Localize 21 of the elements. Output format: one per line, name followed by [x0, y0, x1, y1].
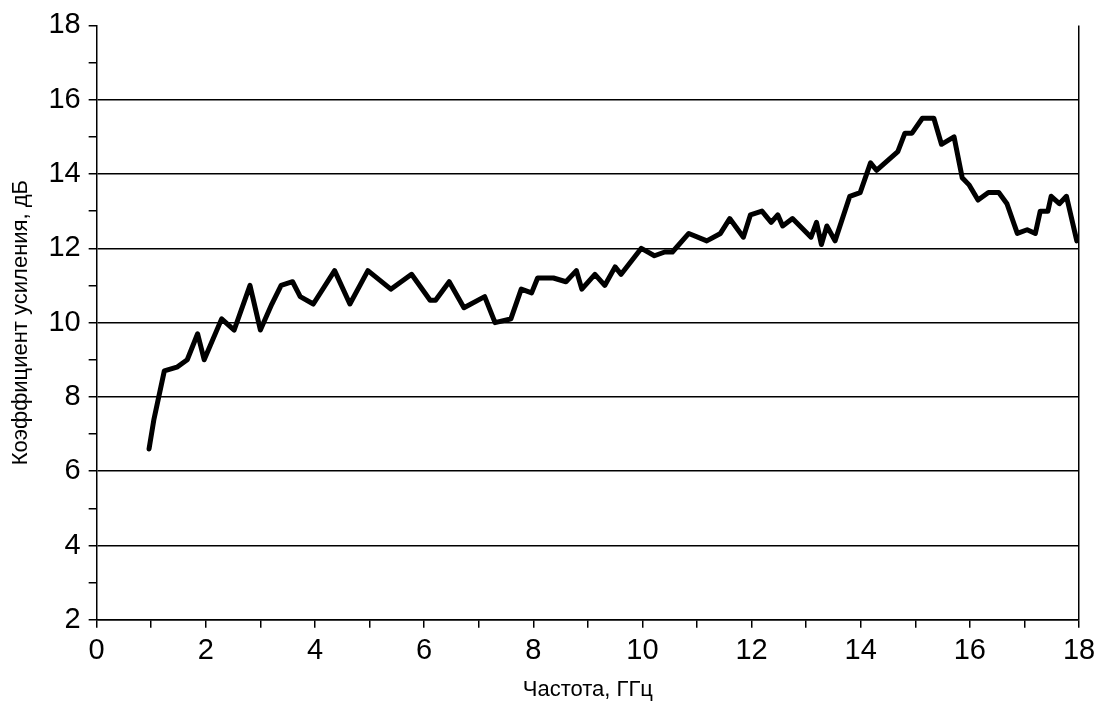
- x-tick-label: 10: [626, 633, 659, 666]
- x-tick-label: 6: [416, 633, 433, 666]
- y-tick-label: 6: [64, 453, 81, 486]
- y-tick-label: 8: [64, 378, 81, 411]
- x-tick-label: 2: [197, 633, 214, 666]
- y-tick-label: 4: [64, 527, 81, 560]
- x-tick-label: 0: [88, 633, 105, 666]
- y-tick-label: 18: [48, 7, 81, 40]
- x-tick-label: 12: [735, 633, 768, 666]
- x-tick-label: 4: [306, 633, 324, 666]
- y-tick-label: 12: [48, 230, 81, 263]
- x-tick-label: 14: [844, 633, 877, 666]
- y-tick-label: 10: [48, 304, 81, 337]
- x-axis-title: Частота, ГГц: [522, 675, 654, 701]
- x-tick-label: 8: [525, 633, 542, 666]
- x-tick-label: 16: [953, 633, 986, 666]
- y-axis-title: Коэффициент усиления, дБ: [7, 180, 33, 466]
- y-tick-label: 16: [48, 81, 81, 114]
- x-tick-label: 18: [1062, 633, 1096, 666]
- y-tick-label: 2: [64, 601, 81, 634]
- y-tick-label: 14: [48, 156, 81, 188]
